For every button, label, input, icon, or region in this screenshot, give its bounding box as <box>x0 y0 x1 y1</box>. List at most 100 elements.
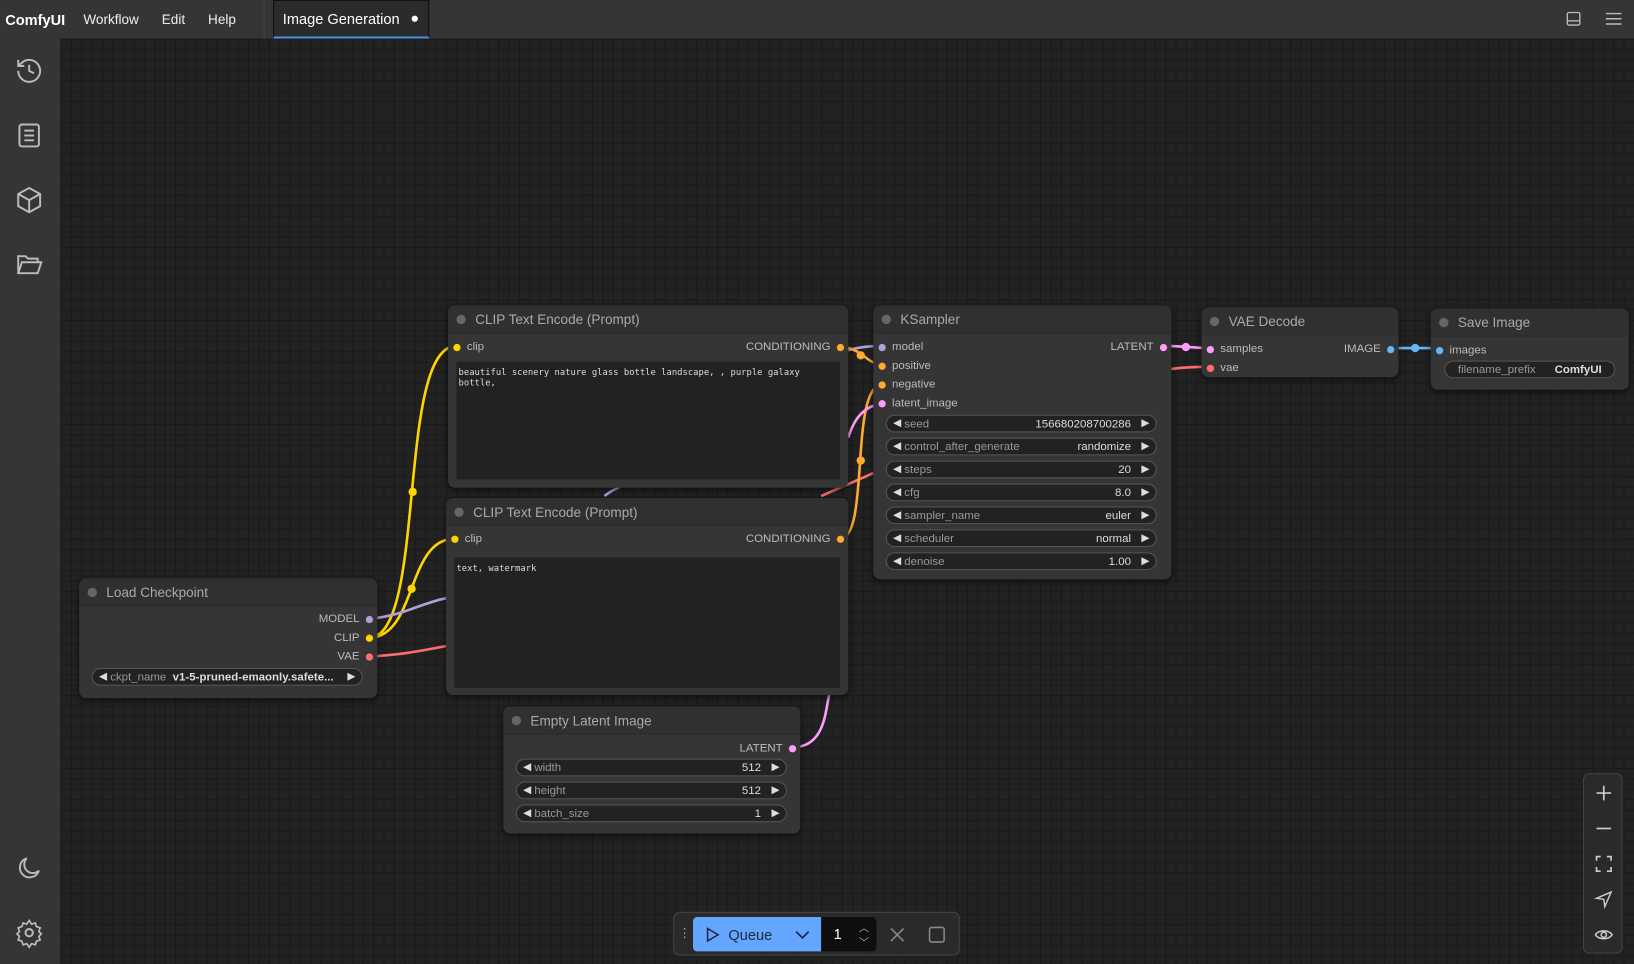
collapse-dot-icon[interactable] <box>511 715 522 725</box>
increment-arrow-icon[interactable]: ▶ <box>771 761 780 774</box>
input-negative[interactable]: negative <box>878 377 935 392</box>
fit-view-icon[interactable] <box>1595 855 1612 873</box>
widget-number[interactable]: ◀ control_after_generate randomize ▶ <box>885 437 1157 456</box>
increment-arrow-icon[interactable]: ▶ <box>1141 463 1150 476</box>
decrement-arrow-icon[interactable]: ◀ <box>893 463 902 476</box>
theme-toggle-icon[interactable] <box>15 853 44 882</box>
collapse-dot-icon[interactable] <box>881 314 891 324</box>
batch-count-input[interactable]: 1 ︿ ﹀ <box>821 917 877 952</box>
widget-ckpt-name[interactable]: ◀ ckpt_name v1-5-pruned-emaonly.safete..… <box>91 667 363 686</box>
decrement-arrow-icon[interactable]: ◀ <box>893 532 902 544</box>
node-clip-text-encode-positive[interactable]: CLIP Text Encode (Prompt) clip CONDITION… <box>448 305 849 488</box>
hamburger-menu-icon[interactable] <box>1605 12 1622 26</box>
widget-number[interactable]: ◀ width 512 ▶ <box>515 758 787 777</box>
input-latent-image[interactable]: latent_image <box>878 396 958 411</box>
settings-icon[interactable] <box>15 918 44 949</box>
node-save-image[interactable]: Save Image images filename_prefix ComfyUI <box>1430 308 1629 390</box>
output-model[interactable]: MODEL <box>319 612 374 627</box>
widget-number[interactable]: ◀ cfg 8.0 ▶ <box>885 483 1157 502</box>
increment-arrow-icon[interactable]: ▶ <box>1141 417 1150 430</box>
history-icon[interactable] <box>15 56 44 85</box>
widget-number[interactable]: ◀ height 512 ▶ <box>515 781 787 800</box>
widget-filename-prefix[interactable]: filename_prefix ComfyUI <box>1444 360 1616 379</box>
widget-value: 512 <box>741 761 762 774</box>
decrement-arrow-icon[interactable]: ◀ <box>523 761 532 774</box>
queue-toolbar: ⋮ Queue 1 ︿ ﹀ <box>673 911 960 956</box>
model-library-icon[interactable] <box>15 185 44 214</box>
node-ksampler[interactable]: KSampler model positive negative latent_… <box>873 305 1172 580</box>
decrement-arrow-icon[interactable]: ◀ <box>523 784 532 797</box>
toggle-links-visibility-icon[interactable] <box>1594 927 1614 942</box>
increment-arrow-icon[interactable]: ▶ <box>771 784 780 797</box>
link-vae-2 <box>820 471 874 498</box>
menu-edit[interactable]: Edit <box>161 11 186 28</box>
increment-arrow-icon[interactable]: ▶ <box>1141 509 1150 522</box>
select-mode-icon[interactable] <box>1593 890 1613 910</box>
workflows-icon[interactable] <box>15 250 44 279</box>
prompt-textarea[interactable]: text, watermark <box>454 557 840 688</box>
prompt-textarea[interactable]: beautiful scenery nature glass bottle la… <box>456 361 840 480</box>
input-model[interactable]: model <box>878 340 923 355</box>
node-title: Empty Latent Image <box>530 712 652 728</box>
decrement-arrow-icon[interactable]: ◀ <box>893 417 902 430</box>
node-empty-latent-image[interactable]: Empty Latent Image LATENT ◀ width 512 ▶ ◀ h… <box>503 706 801 834</box>
tab-image-generation[interactable]: Image Generation <box>273 0 430 39</box>
menu-help[interactable]: Help <box>208 11 236 28</box>
increment-arrow-icon[interactable]: ▶ <box>1141 440 1150 453</box>
collapse-dot-icon[interactable] <box>454 506 464 517</box>
increment-arrow-icon[interactable]: ▶ <box>771 807 780 820</box>
collapse-dot-icon[interactable] <box>1209 316 1220 326</box>
clear-queue-icon[interactable] <box>890 927 905 942</box>
node-clip-text-encode-negative[interactable]: CLIP Text Encode (Prompt) clip CONDITION… <box>446 498 849 696</box>
node-library-icon[interactable] <box>15 121 44 150</box>
queue-button[interactable]: Queue <box>692 917 822 952</box>
drag-handle-icon[interactable]: ⋮ <box>678 925 691 940</box>
zoom-out-icon[interactable] <box>1595 820 1612 837</box>
widget-number[interactable]: ◀ steps 20 ▶ <box>885 460 1157 479</box>
increment-arrow-icon[interactable]: ▶ <box>1141 532 1150 544</box>
chevron-down-icon[interactable] <box>795 929 810 939</box>
slot-label: negative <box>892 378 936 391</box>
widget-number[interactable]: ◀ denoise 1.00 ▶ <box>885 552 1157 571</box>
input-clip[interactable]: clip <box>453 340 484 355</box>
collapse-dot-icon[interactable] <box>87 587 97 597</box>
output-image[interactable]: IMAGE <box>1344 342 1395 357</box>
output-vae[interactable]: VAE <box>337 649 374 664</box>
input-samples[interactable]: samples <box>1206 342 1263 357</box>
play-icon <box>706 926 720 942</box>
stop-icon[interactable] <box>928 926 946 943</box>
widget-number[interactable]: ◀ seed 156680208700286 ▶ <box>885 414 1157 433</box>
menu-workflow[interactable]: Workflow <box>83 11 139 28</box>
input-clip[interactable]: clip <box>451 531 482 546</box>
decrement-arrow-icon[interactable]: ◀ <box>893 440 902 453</box>
output-clip[interactable]: CLIP <box>334 630 374 645</box>
output-conditioning[interactable]: CONDITIONING <box>746 340 845 355</box>
decrement-arrow-icon[interactable]: ◀ <box>893 509 902 522</box>
input-positive[interactable]: positive <box>878 358 931 373</box>
slot-label: LATENT <box>1110 340 1154 354</box>
zoom-in-icon[interactable] <box>1595 785 1612 802</box>
decrement-arrow-icon[interactable]: ◀ <box>893 486 902 499</box>
decrement-arrow-icon[interactable]: ◀ <box>523 807 532 820</box>
bottom-panel-toggle-icon[interactable] <box>1566 11 1581 26</box>
widget-number[interactable]: ◀ scheduler normal ▶ <box>885 529 1157 548</box>
widget-number[interactable]: ◀ sampler_name euler ▶ <box>885 506 1157 525</box>
input-vae[interactable]: vae <box>1206 361 1239 376</box>
output-conditioning[interactable]: CONDITIONING <box>746 531 845 546</box>
increment-icon[interactable]: ︿ <box>858 923 870 935</box>
output-latent[interactable]: LATENT <box>1111 340 1168 355</box>
input-images[interactable]: images <box>1436 343 1487 358</box>
canvas-zoom-controls <box>1582 773 1623 954</box>
widget-label: denoise <box>904 554 945 568</box>
node-vae-decode[interactable]: VAE Decode samples vae IMAGE <box>1201 307 1399 378</box>
output-latent[interactable]: LATENT <box>740 741 797 756</box>
increment-arrow-icon[interactable]: ▶ <box>1141 555 1150 567</box>
collapse-dot-icon[interactable] <box>456 314 466 324</box>
node-load-checkpoint[interactable]: Load Checkpoint MODEL CLIP VAE ◀ ckpt_na… <box>79 578 378 699</box>
decrement-arrow-icon[interactable]: ◀ <box>893 555 902 567</box>
increment-arrow-icon[interactable]: ▶ <box>1141 486 1150 499</box>
widget-number[interactable]: ◀ batch_size 1 ▶ <box>515 804 787 823</box>
decrement-icon[interactable]: ﹀ <box>858 937 870 950</box>
collapse-dot-icon[interactable] <box>1439 317 1449 327</box>
slot-label: CLIP <box>334 631 360 645</box>
